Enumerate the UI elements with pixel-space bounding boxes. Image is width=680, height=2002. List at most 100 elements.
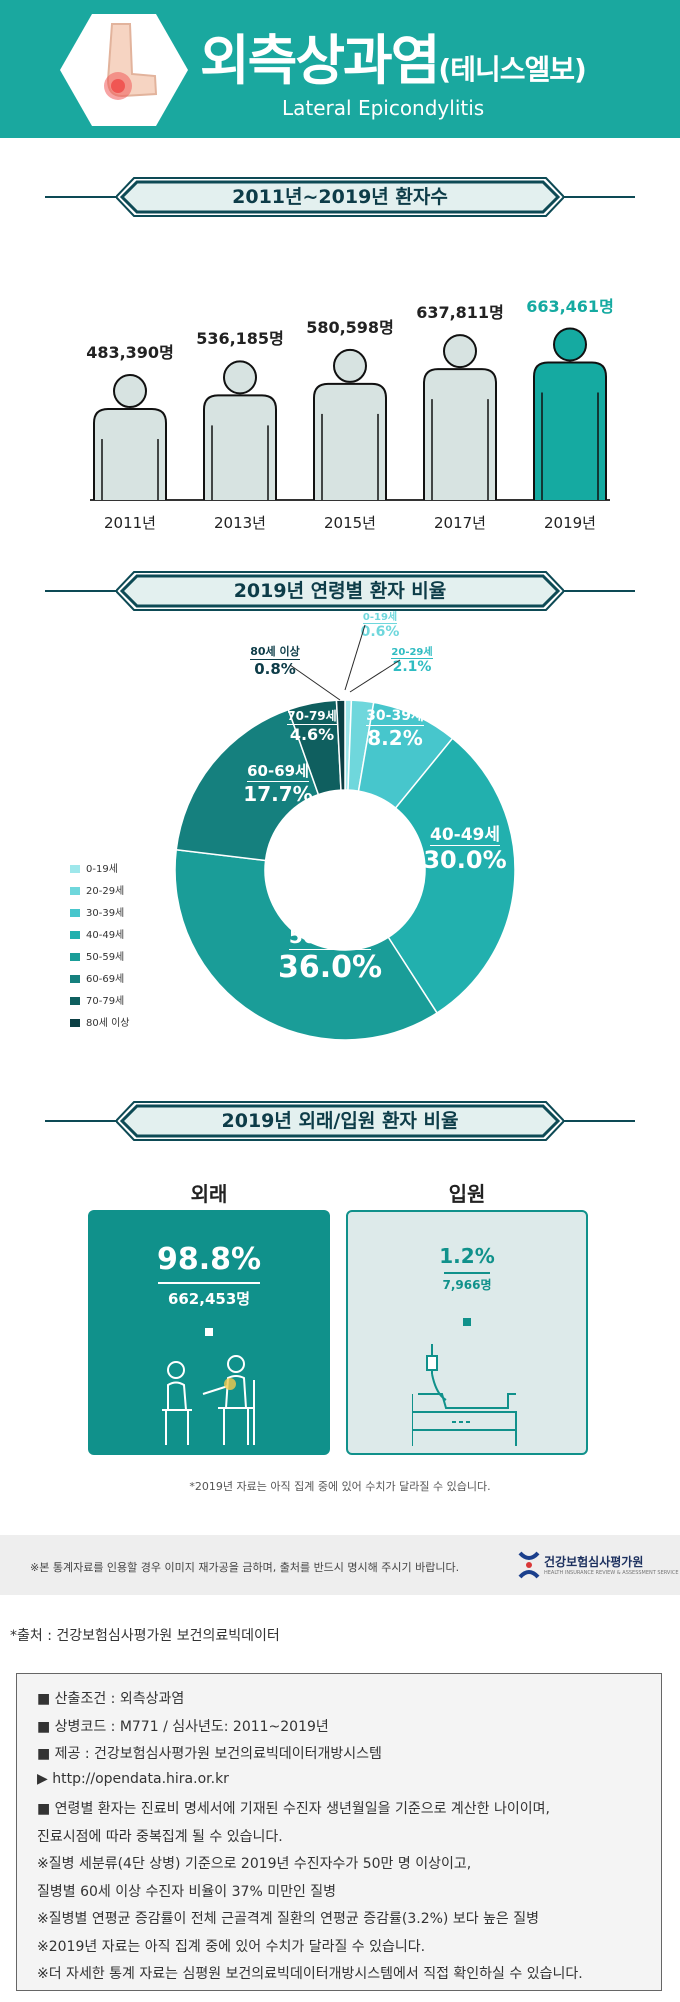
inpatient-heading: 입원 [448, 1182, 486, 1206]
section-ribbon-patients: 2011년~2019년 환자수 [116, 177, 564, 217]
outpatient-box: 98.8% 662,453명 [88, 1210, 330, 1455]
doctor-consult-icon [162, 1355, 255, 1445]
legend-item: 80세 이상 [70, 1014, 130, 1029]
section-title-visit: 2019년 외래/입원 환자 비율 [221, 1110, 459, 1132]
patients-chart [90, 327, 610, 501]
legend-swatch [70, 931, 80, 939]
inpatient-percent: 1.2% [439, 1244, 495, 1268]
legend-label: 30-39세 [86, 908, 125, 919]
legend-swatch [70, 953, 80, 961]
slice-label: 0-19세 0.6% [320, 605, 440, 640]
patient-figure-bar [203, 360, 277, 500]
marker-dot [205, 1328, 213, 1336]
outpatient-percent: 98.8% [156, 1242, 262, 1277]
info-line: 질병별 60세 이상 수진자 비율이 37% 미만인 질병 [37, 1883, 337, 1900]
org-name: 건강보험심사평가원 [544, 1555, 644, 1569]
donut-slice [175, 708, 320, 862]
legend-swatch [70, 909, 80, 917]
source-text: *출처 : 건강보험심사평가원 보건의료빅데이터 [10, 1628, 280, 1644]
info-box: ■ 산출조건 : 외측상과염 ■ 상병코드 : M771 / 심사년도: 2011… [16, 1673, 662, 1991]
bar-value-label: 580,598명 [306, 317, 394, 337]
slice-value: 0.8% [254, 660, 296, 678]
bar-value-label: 536,185명 [196, 329, 284, 349]
info-line: ※질병 세분류(4단 상병) 기준으로 2019년 수진자수가 50만 명 이상… [37, 1856, 472, 1872]
x-tick-label: 2019년 [544, 514, 596, 532]
section-title-patients: 2011년~2019년 환자수 [232, 186, 448, 208]
patient-figure-bar [533, 327, 607, 500]
slice-label: 40-49세 30.0% [405, 820, 525, 874]
donut-slice [174, 848, 439, 1041]
legend-label: 70-79세 [86, 996, 125, 1007]
legend-item: 40-49세 [70, 926, 124, 941]
info-line: 진료시점에 따라 중복집계 될 수 있습니다. [37, 1828, 283, 1845]
legend-label: 60-69세 [86, 974, 125, 985]
divider-line [158, 1282, 260, 1284]
notice-text: ※본 통계자료를 인용할 경우 이미지 재가공을 금하며, 출처를 반드시 명시… [30, 1561, 460, 1574]
patient-figure-bar [313, 348, 387, 500]
org-name-en: HEALTH INSURANCE REVIEW & ASSESSMENT SER… [544, 1570, 679, 1576]
legend-item: 60-69세 [70, 970, 124, 985]
legend-swatch [70, 887, 80, 895]
info-line: ■ 상병코드 : M771 / 심사년도: 2011~2019년 [37, 1718, 329, 1735]
bar-value-label: 637,811명 [416, 303, 504, 323]
slice-label: 80세 이상 0.8% [215, 640, 335, 678]
legend-label: 20-29세 [86, 886, 125, 897]
info-line: ■ 연령별 환자는 진료비 명세서에 기재된 수진자 생년월일을 기준으로 계산… [37, 1801, 550, 1817]
slice-label: 70-79세 4.6% [252, 705, 372, 744]
x-tick-label: 2013년 [214, 514, 266, 532]
x-tick-label: 2017년 [434, 514, 486, 532]
marker-dot [463, 1318, 471, 1326]
info-line: ※더 자세한 통계 자료는 심평원 보건의료빅데이터개방시스템에서 직접 확인하… [37, 1966, 583, 1982]
age-donut-chart [174, 699, 516, 1041]
legend-label: 50-59세 [86, 952, 125, 963]
legend-item: 20-29세 [70, 882, 124, 897]
page-title-suffix: (테니스엘보) [438, 53, 586, 86]
slice-category: 30-39세 [366, 705, 424, 726]
legend-item: 70-79세 [70, 992, 124, 1007]
notice-banner: ※본 통계자료를 인용할 경우 이미지 재가공을 금하며, 출처를 반드시 명시… [0, 1535, 680, 1595]
slice-category: 80세 이상 [250, 645, 300, 660]
legend-item: 50-59세 [70, 948, 124, 963]
legend-swatch [70, 975, 80, 983]
inpatient-count: 7,966명 [442, 1278, 492, 1292]
info-line: ※질병별 연평균 증감률이 전체 근골격계 질환의 연평균 증감률(3.2%) … [37, 1911, 540, 1927]
slice-label: 30-39세 8.2% [335, 705, 455, 750]
x-tick-label: 2015년 [324, 514, 376, 532]
section-title-age: 2019년 연령별 환자 비율 [233, 580, 447, 602]
slice-category: 70-79세 [287, 709, 337, 725]
slice-category: 40-49세 [429, 820, 500, 846]
legend-swatch [70, 997, 80, 1005]
info-line: ■ 산출조건 : 외측상과염 [37, 1691, 185, 1707]
patient-figure-bar [93, 374, 167, 500]
elbow-icon [104, 23, 158, 100]
slice-value: 17.7% [243, 782, 313, 806]
visit-footnote: *2019년 자료는 아직 집계 중에 있어 수치가 달라질 수 있습니다. [189, 1480, 491, 1493]
section-ribbon-age: 2019년 연령별 환자 비율 [116, 571, 564, 611]
patient-figure-bar [423, 334, 497, 500]
outpatient-count: 662,453명 [167, 1290, 251, 1308]
hira-logo-icon [518, 1551, 540, 1579]
slice-value: 2.1% [392, 659, 432, 675]
slice-category: 60-69세 [247, 762, 309, 782]
slice-category: 50-59세 [288, 920, 372, 950]
info-line[interactable]: ▶ http://opendata.hira.or.kr [37, 1770, 229, 1787]
page-title: 외측상과염(테니스엘보) [200, 29, 587, 92]
slice-category: 20-29세 [391, 643, 433, 659]
x-tick-label: 2011년 [104, 514, 156, 532]
legend-swatch [70, 1019, 80, 1027]
slice-value: 0.6% [360, 624, 400, 640]
slice-value: 36.0% [277, 950, 383, 985]
legend-item: 30-39세 [70, 904, 124, 919]
slice-value: 30.0% [423, 846, 507, 874]
legend-swatch [70, 865, 80, 873]
bar-value-label: 483,390명 [86, 343, 174, 363]
inpatient-box: 1.2% 7,966명 [346, 1210, 588, 1455]
outpatient-heading: 외래 [190, 1182, 228, 1206]
donut-slice [387, 737, 516, 1014]
slice-value: 8.2% [367, 726, 423, 750]
legend-label: 0-19세 [86, 864, 118, 875]
legend-label: 80세 이상 [86, 1018, 130, 1029]
info-line: ■ 제공 : 건강보험심사평가원 보건의료빅데이터개방시스템 [37, 1746, 382, 1762]
slice-label: 20-29세 2.1% [352, 640, 472, 675]
slice-label: 50-59세 36.0% [270, 920, 390, 985]
